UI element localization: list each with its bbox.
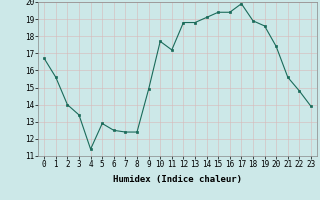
X-axis label: Humidex (Indice chaleur): Humidex (Indice chaleur) bbox=[113, 175, 242, 184]
